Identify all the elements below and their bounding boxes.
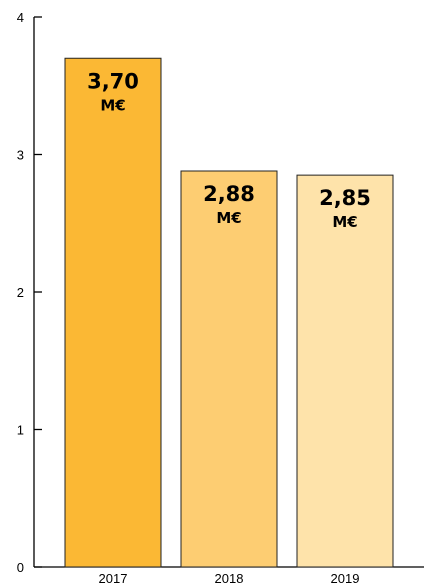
data-label-value: 2,88 — [203, 182, 255, 206]
y-tick-label: 1 — [17, 423, 24, 438]
data-label-unit: M€ — [332, 213, 357, 231]
chart-labels: 3,70 M€ 2017 2,88 M€ 2018 2,85 M€ 2019 — [87, 69, 371, 586]
data-label-unit: M€ — [216, 209, 241, 227]
bar-2019 — [296, 174, 394, 568]
chart-bars — [64, 57, 394, 568]
y-tick-label: 0 — [17, 560, 24, 575]
x-tick-label: 2019 — [331, 571, 360, 586]
x-tick-label: 2018 — [215, 571, 244, 586]
x-tick-label: 2017 — [99, 571, 128, 586]
data-label-value: 2,85 — [319, 186, 371, 210]
bar-2017 — [64, 57, 162, 568]
y-tick-label: 4 — [17, 10, 24, 25]
y-tick-label: 2 — [17, 285, 24, 300]
data-label-unit: M€ — [100, 96, 125, 114]
bar-2018 — [180, 170, 278, 568]
data-label-value: 3,70 — [87, 69, 139, 93]
y-tick-label: 3 — [17, 148, 24, 163]
